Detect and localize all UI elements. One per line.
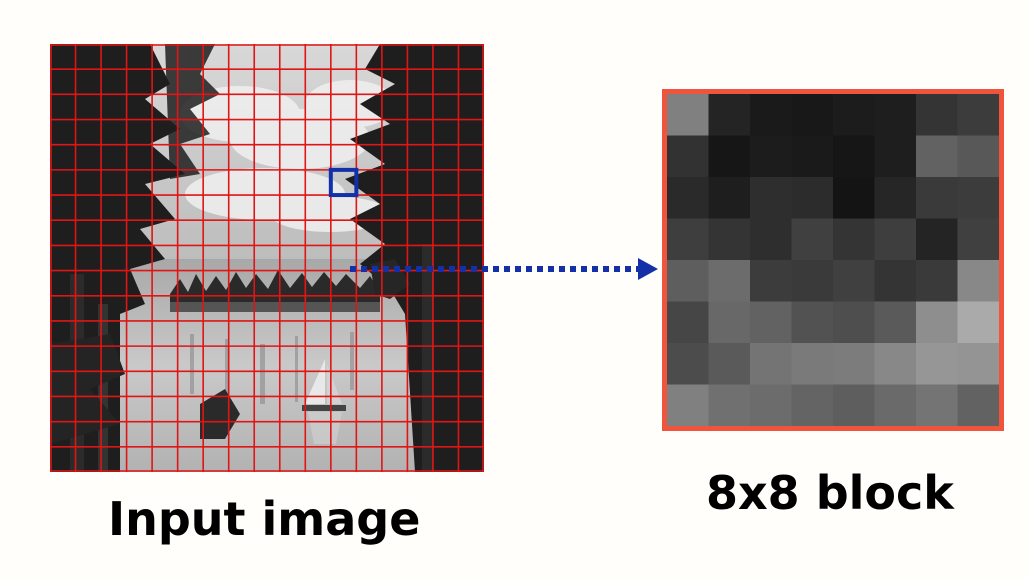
block-pixel xyxy=(708,260,751,302)
block-pixel xyxy=(708,135,751,178)
sailboat xyxy=(302,359,346,444)
block-pixel xyxy=(833,177,875,219)
block-pixel xyxy=(750,135,792,178)
block-pixel xyxy=(667,260,709,302)
block-pixel xyxy=(916,94,958,136)
block-pixel xyxy=(750,301,792,344)
block-pixel xyxy=(916,218,958,261)
far-treeline xyxy=(170,270,380,306)
block-pixel xyxy=(791,260,834,302)
block-pixel xyxy=(957,260,1000,302)
block-pixel xyxy=(957,384,1000,427)
block-pixel xyxy=(750,218,792,261)
block-pixel xyxy=(791,135,834,178)
block-pixel xyxy=(791,301,834,344)
block-pixel xyxy=(667,343,709,385)
selected-block-marker xyxy=(328,167,359,198)
block-pixel xyxy=(957,135,1000,178)
block-pixel xyxy=(916,384,958,427)
block-pixel xyxy=(750,343,792,385)
reflections xyxy=(190,332,354,409)
block-pixel xyxy=(957,343,1000,385)
block-pixel xyxy=(667,135,709,178)
block-pixel xyxy=(833,218,875,261)
block-pixel xyxy=(916,260,958,302)
block-pixel xyxy=(833,343,875,385)
dotted-arrow xyxy=(350,258,658,280)
block-pixel xyxy=(667,177,709,219)
block-pixel xyxy=(874,260,917,302)
block-pixel xyxy=(791,218,834,261)
block-pixel xyxy=(750,260,792,302)
block-pixels xyxy=(667,94,1000,427)
block-pixel xyxy=(667,94,709,136)
block-pixel xyxy=(916,135,958,178)
block-pixel xyxy=(667,301,709,344)
block-pixel xyxy=(916,343,958,385)
block-pixel xyxy=(667,218,709,261)
block-pixel xyxy=(708,384,751,427)
block-pixel xyxy=(791,94,834,136)
block-pixel xyxy=(791,343,834,385)
block-pixel xyxy=(833,384,875,427)
block-pixel xyxy=(750,384,792,427)
block-pixel xyxy=(874,94,917,136)
block-pixel xyxy=(708,94,751,136)
block-pixel xyxy=(874,301,917,344)
block-label: 8x8 block xyxy=(706,466,954,520)
8x8-block xyxy=(662,89,1004,431)
block-pixel xyxy=(708,301,751,344)
block-pixel xyxy=(916,177,958,219)
block-pixel xyxy=(833,94,875,136)
block-pixel xyxy=(957,301,1000,344)
block-pixel xyxy=(708,218,751,261)
block-pixel xyxy=(957,177,1000,219)
block-pixel xyxy=(833,135,875,178)
input-image xyxy=(50,44,484,472)
block-pixel xyxy=(750,177,792,219)
block-pixel xyxy=(874,135,917,178)
block-grid xyxy=(50,44,484,472)
block-pixel xyxy=(874,218,917,261)
block-pixel xyxy=(833,301,875,344)
block-pixel xyxy=(750,94,792,136)
block-pixel xyxy=(791,177,834,219)
block-pixel xyxy=(957,218,1000,261)
block-pixel xyxy=(708,343,751,385)
block-pixel xyxy=(916,301,958,344)
block-pixel xyxy=(667,384,709,427)
block-pixel xyxy=(708,177,751,219)
input-image-label: Input image xyxy=(108,492,421,546)
block-pixel xyxy=(791,384,834,427)
block-pixel xyxy=(874,343,917,385)
block-pixel xyxy=(874,177,917,219)
block-pixel xyxy=(874,384,917,427)
block-pixel xyxy=(957,94,1000,136)
block-pixel xyxy=(833,260,875,302)
